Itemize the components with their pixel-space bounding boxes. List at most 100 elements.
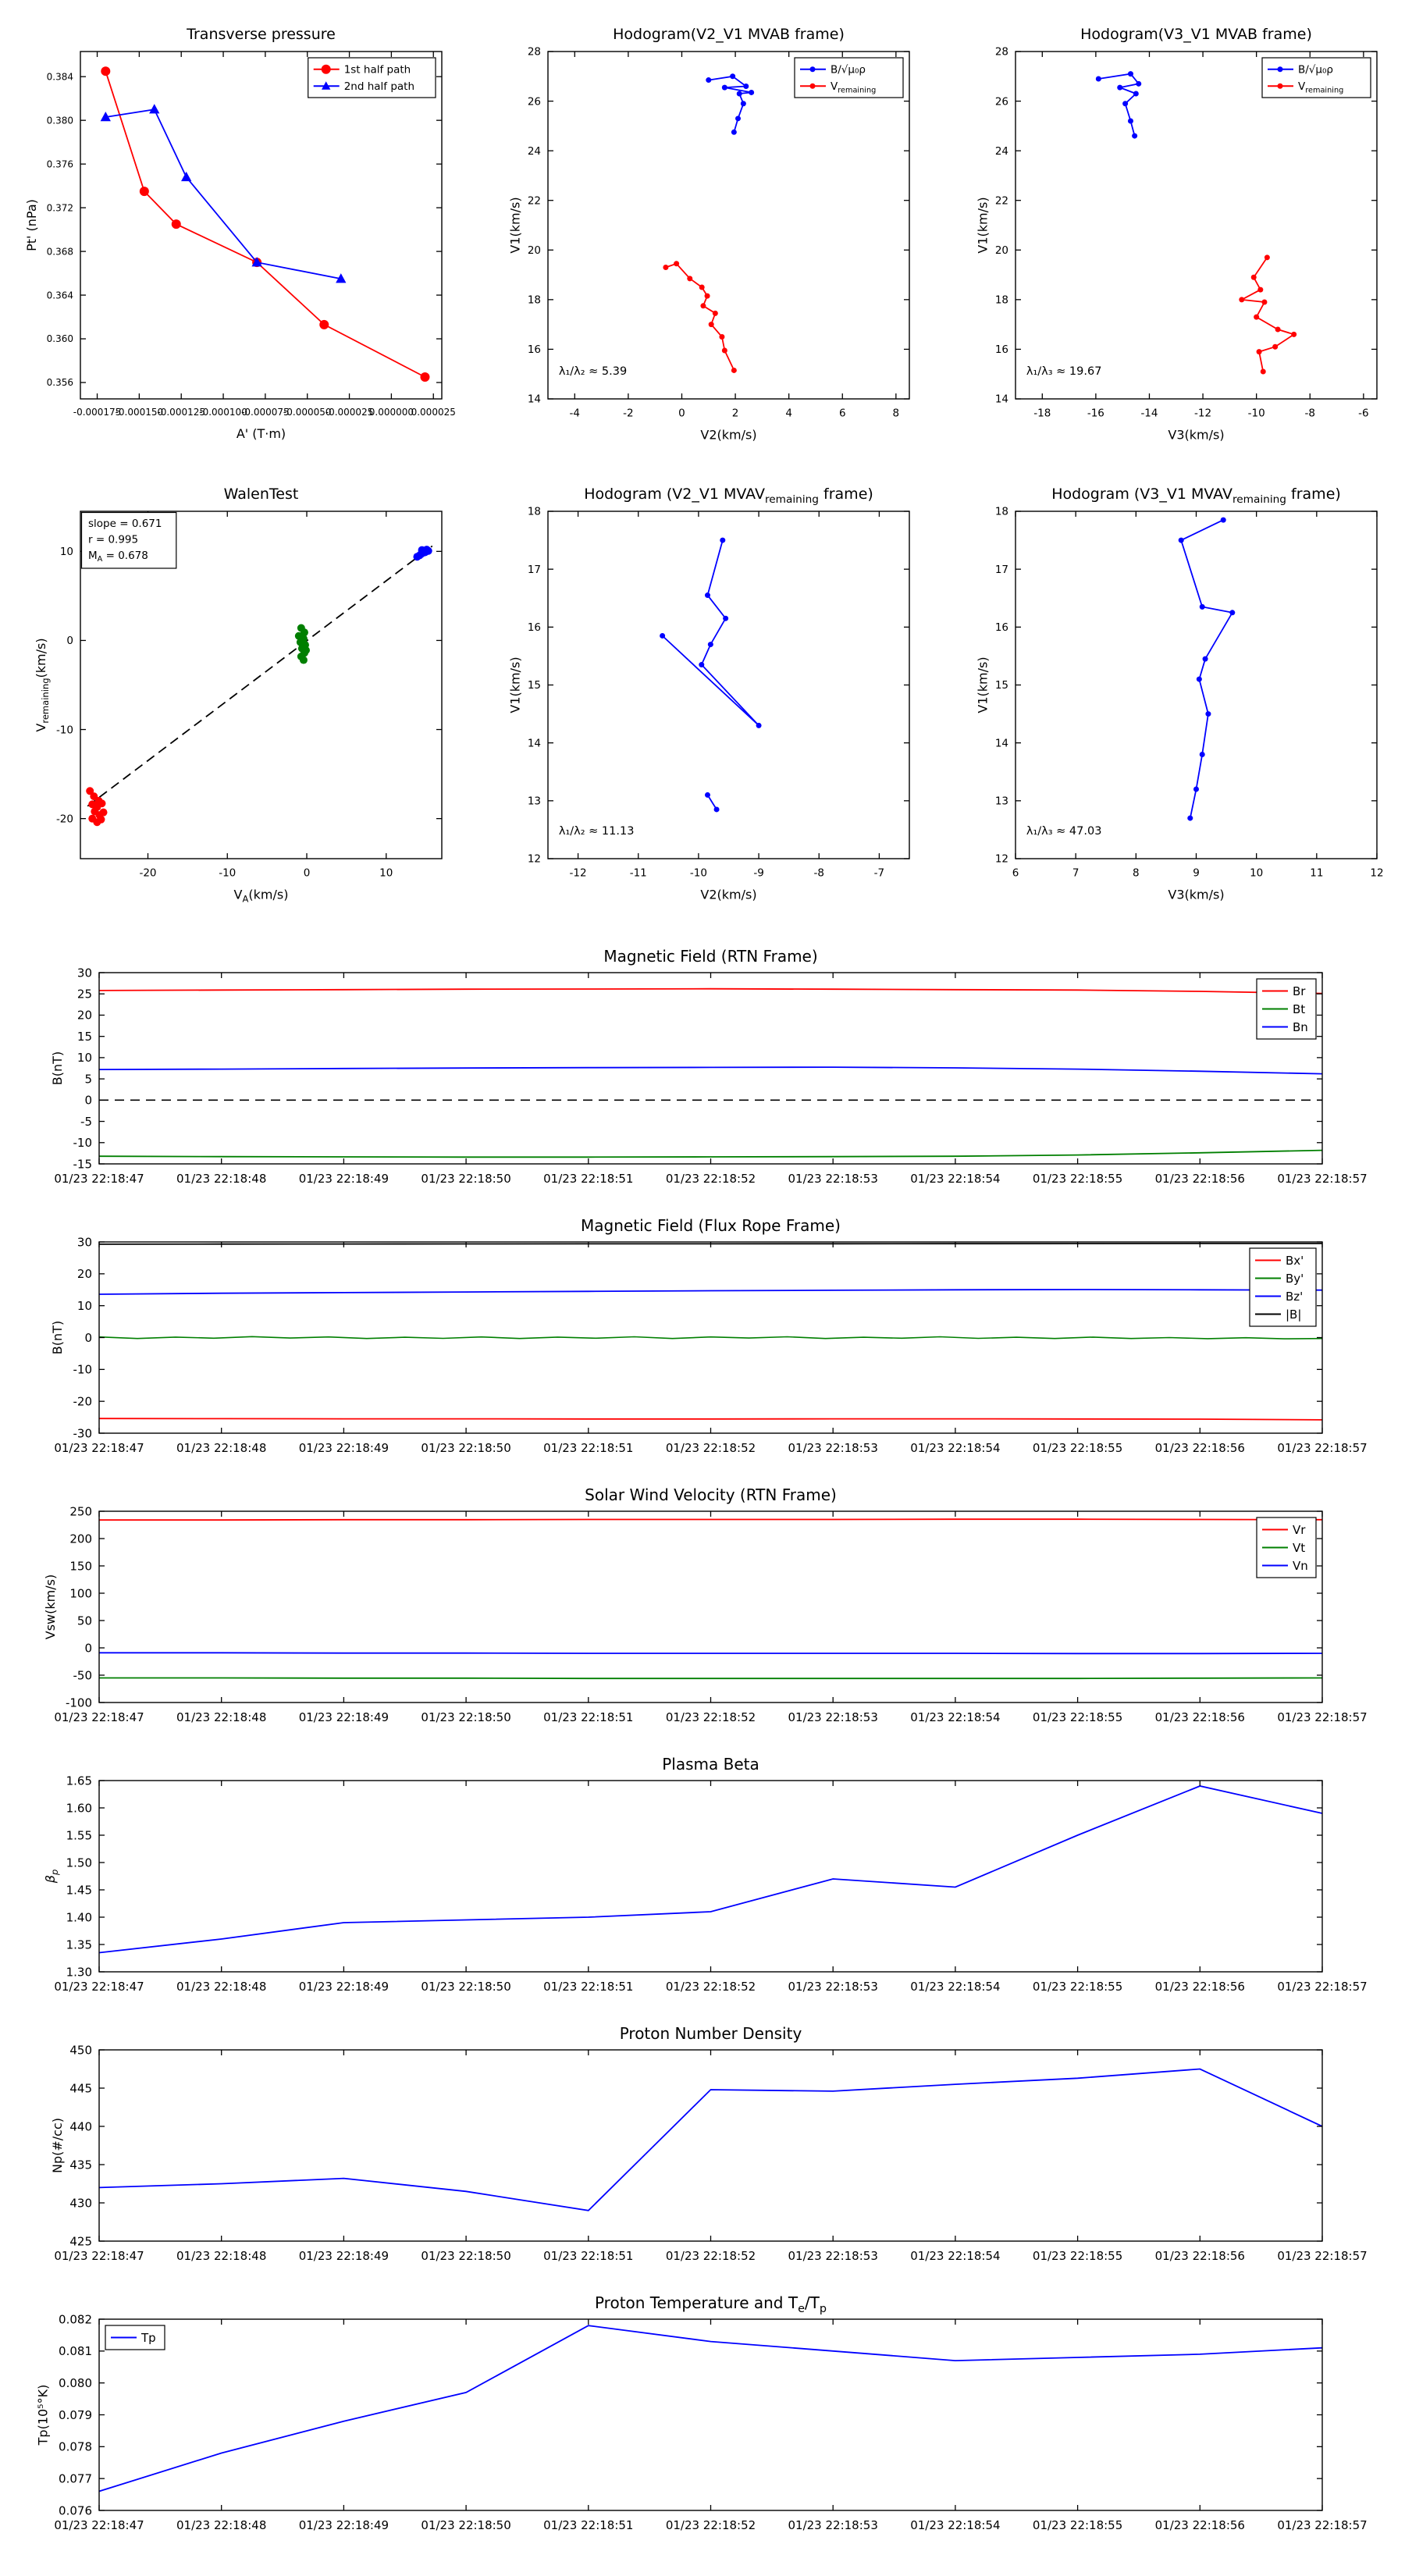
svg-text:14: 14	[995, 393, 1008, 406]
svg-text:0.078: 0.078	[59, 2440, 92, 2454]
svg-text:01/23 22:18:53: 01/23 22:18:53	[788, 1980, 878, 1994]
svg-text:1.35: 1.35	[66, 1937, 92, 1952]
chart-hodogram-v2-v1-mvab: Hodogram(V2_V1 MVAB frame) -4 -2 0 2 4 6 8 14 16 1…	[474, 11, 931, 460]
svg-text:0.364: 0.364	[47, 290, 73, 301]
svg-text:-8: -8	[1305, 407, 1315, 420]
svg-text:Bn: Bn	[1293, 1020, 1308, 1034]
svg-text:01/23 22:18:55: 01/23 22:18:55	[1033, 1441, 1122, 1455]
svg-text:01/23 22:18:47: 01/23 22:18:47	[54, 1172, 144, 1186]
svg-text:Vremaining(km/s): Vremaining(km/s)	[34, 638, 51, 731]
chart-magnetic-field-rtn: Magnetic Field (RTN Frame) 01/23 22:18:47…	[0, 940, 1405, 1209]
svg-text:01/23 22:18:50: 01/23 22:18:50	[421, 1172, 510, 1186]
svg-text:-15: -15	[73, 1157, 93, 1171]
svg-text:0: 0	[84, 1094, 92, 1108]
svg-text:1.50: 1.50	[66, 1856, 92, 1870]
svg-text:01/23 22:18:52: 01/23 22:18:52	[666, 2518, 756, 2532]
svg-text:01/23 22:18:49: 01/23 22:18:49	[299, 1710, 389, 1724]
svg-text:01/23 22:18:56: 01/23 22:18:56	[1155, 1172, 1245, 1186]
svg-text:-20: -20	[73, 1394, 93, 1408]
svg-text:1.55: 1.55	[66, 1828, 92, 1842]
svg-text:22: 22	[528, 194, 541, 207]
svg-text:01/23 22:18:47: 01/23 22:18:47	[54, 1980, 144, 1994]
chart-proton-density: Proton Number Density 01/23 22:18:47 01/23…	[0, 2017, 1405, 2286]
svg-text:01/23 22:18:55: 01/23 22:18:55	[1033, 1710, 1122, 1724]
svg-text:01/23 22:18:53: 01/23 22:18:53	[788, 1710, 878, 1724]
svg-text:12: 12	[528, 853, 541, 866]
svg-text:14: 14	[995, 737, 1008, 749]
svg-text:8: 8	[893, 407, 900, 420]
svg-text:01/23 22:18:57: 01/23 22:18:57	[1277, 1710, 1367, 1724]
svg-text:01/23 22:18:55: 01/23 22:18:55	[1033, 1980, 1122, 1994]
svg-text:01/23 22:18:49: 01/23 22:18:49	[299, 2249, 389, 2263]
svg-text:01/23 22:18:54: 01/23 22:18:54	[910, 1441, 1000, 1455]
middle-row: WalenTest -20 -10 0 10 -20 -10 0 10 VA(km/s) Vrema…	[0, 471, 1405, 920]
svg-text:B(nT): B(nT)	[50, 1321, 65, 1354]
svg-text:01/23 22:18:51: 01/23 22:18:51	[543, 2518, 633, 2532]
svg-text:01/23 22:18:51: 01/23 22:18:51	[543, 1710, 633, 1724]
svg-text:01/23 22:18:51: 01/23 22:18:51	[543, 1980, 633, 1994]
svg-text:01/23 22:18:55: 01/23 22:18:55	[1033, 1172, 1122, 1186]
svg-text:Vsw(km/s): Vsw(km/s)	[43, 1574, 58, 1639]
svg-text:15: 15	[528, 679, 541, 692]
svg-text:Tp: Tp	[140, 2331, 156, 2345]
svg-text:24: 24	[528, 145, 541, 158]
svg-text:150: 150	[69, 1559, 92, 1573]
svg-text:-12: -12	[570, 867, 587, 880]
svg-text:V1(km/s): V1(km/s)	[507, 656, 522, 713]
svg-text:λ₁/λ₂ ≈ 5.39: λ₁/λ₂ ≈ 5.39	[559, 365, 627, 378]
svg-text:28: 28	[995, 46, 1008, 59]
svg-text:Vremaining: Vremaining	[831, 80, 876, 94]
svg-text:20: 20	[528, 244, 541, 257]
chart-transverse-pressure: Transverse pressure -0.000175 -0.000150 -0.…	[6, 11, 464, 460]
svg-text:01/23 22:18:49: 01/23 22:18:49	[299, 2518, 389, 2532]
svg-text:-14: -14	[1140, 407, 1158, 420]
svg-text:13: 13	[528, 795, 541, 808]
svg-text:0.079: 0.079	[59, 2408, 92, 2422]
svg-text:10: 10	[60, 546, 73, 558]
svg-text:13: 13	[995, 795, 1008, 808]
svg-text:λ₁/λ₂ ≈ 11.13: λ₁/λ₂ ≈ 11.13	[559, 825, 635, 838]
svg-text:-10: -10	[690, 867, 707, 880]
svg-text:0.368: 0.368	[47, 246, 73, 257]
svg-text:16: 16	[528, 621, 541, 634]
time-series-panels: Magnetic Field (RTN Frame) 01/23 22:18:47…	[0, 940, 1405, 2556]
svg-text:Br: Br	[1293, 984, 1306, 998]
svg-text:01/23 22:18:52: 01/23 22:18:52	[666, 2249, 756, 2263]
svg-text:445: 445	[69, 2081, 92, 2095]
svg-text:10: 10	[1250, 867, 1263, 880]
svg-text:5: 5	[84, 1072, 92, 1086]
svg-text:01/23 22:18:57: 01/23 22:18:57	[1277, 2249, 1367, 2263]
svg-text:430: 430	[69, 2196, 92, 2210]
svg-text:-0.000025: -0.000025	[325, 407, 374, 418]
svg-text:10: 10	[379, 867, 393, 880]
svg-text:0.077: 0.077	[59, 2471, 92, 2485]
svg-text:|B|: |B|	[1286, 1308, 1301, 1322]
svg-text:Transverse pressure: Transverse pressure	[186, 26, 336, 43]
svg-text:1.30: 1.30	[66, 1965, 92, 1979]
svg-text:26: 26	[995, 95, 1008, 108]
svg-text:-18: -18	[1033, 407, 1051, 420]
svg-text:01/23 22:18:48: 01/23 22:18:48	[176, 1441, 266, 1455]
chart-proton-temperature: Proton Temperature and Te/Tp 01/23 22:18:…	[0, 2286, 1405, 2556]
svg-text:22: 22	[995, 194, 1008, 207]
svg-text:-10: -10	[219, 867, 236, 880]
svg-text:Hodogram(V2_V1 MVAB frame): Hodogram(V2_V1 MVAB frame)	[613, 26, 845, 43]
svg-text:01/23 22:18:47: 01/23 22:18:47	[54, 1710, 144, 1724]
svg-text:18: 18	[528, 294, 541, 307]
svg-text:Proton Temperature and Te/Tp: Proton Temperature and Te/Tp	[595, 2293, 827, 2315]
svg-text:Hodogram(V3_V1 MVAB frame): Hodogram(V3_V1 MVAB frame)	[1080, 26, 1312, 43]
svg-text:01/23 22:18:47: 01/23 22:18:47	[54, 2249, 144, 2263]
svg-text:01/23 22:18:52: 01/23 22:18:52	[666, 1710, 756, 1724]
svg-text:-6: -6	[1358, 407, 1368, 420]
svg-text:0: 0	[66, 635, 73, 647]
svg-text:01/23 22:18:56: 01/23 22:18:56	[1155, 1980, 1245, 1994]
svg-text:-10: -10	[73, 1136, 93, 1150]
svg-text:10: 10	[77, 1299, 92, 1313]
svg-text:1.60: 1.60	[66, 1801, 92, 1815]
svg-text:14: 14	[528, 393, 541, 406]
svg-text:9: 9	[1193, 867, 1200, 880]
svg-text:8: 8	[1133, 867, 1140, 880]
svg-text:βp: βp	[43, 1870, 60, 1884]
svg-text:Bz': Bz'	[1286, 1290, 1303, 1304]
svg-text:01/23 22:18:52: 01/23 22:18:52	[666, 1172, 756, 1186]
